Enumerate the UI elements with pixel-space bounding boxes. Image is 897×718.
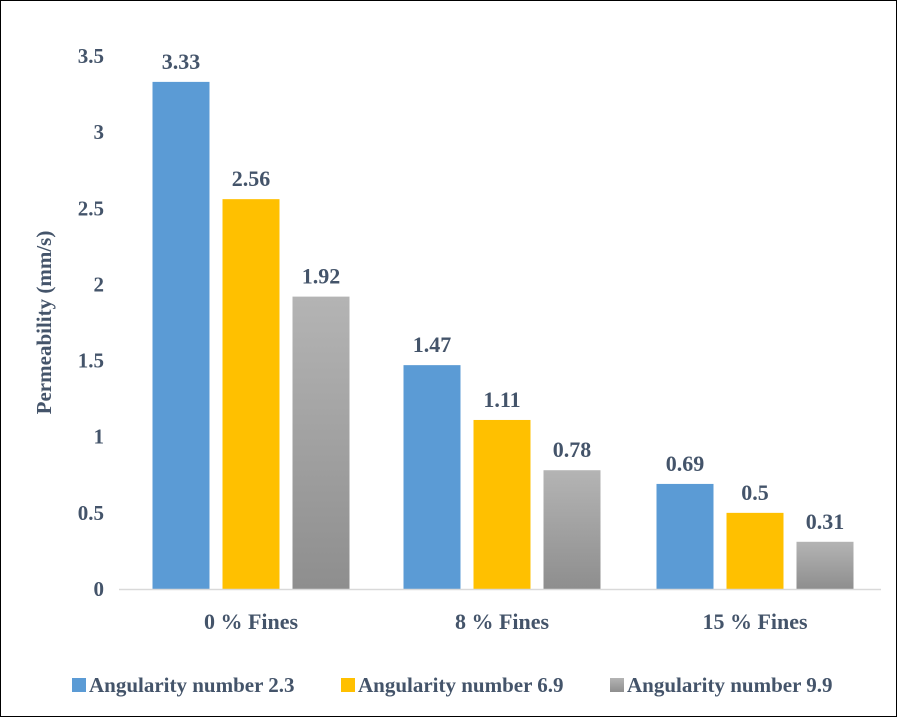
data-label-1-2: 1.47 xyxy=(413,332,452,357)
bar-1-3 xyxy=(656,483,714,589)
bar-1-2 xyxy=(403,365,461,589)
y-axis-title: Permeability (mm/s) xyxy=(32,231,56,415)
x-category-label: 0 % Fines xyxy=(204,609,299,634)
x-category-label: 8 % Fines xyxy=(455,609,550,634)
data-label-1-1: 3.33 xyxy=(162,49,201,74)
legend-item-2: Angularity number 6.9 xyxy=(341,673,564,697)
y-tick-label: 0 xyxy=(94,577,105,601)
data-label-3-2: 0.78 xyxy=(553,437,592,462)
data-label-2-2: 1.11 xyxy=(483,387,520,412)
data-label-2-1: 2.56 xyxy=(232,166,271,191)
bar-3-2 xyxy=(543,470,601,589)
bar-2-1 xyxy=(222,199,280,590)
legend-item-1: Angularity number 2.3 xyxy=(72,673,295,697)
bars-layer xyxy=(152,81,854,590)
y-tick-label: 0.5 xyxy=(78,501,104,525)
data-label-3-1: 1.92 xyxy=(302,264,341,289)
y-tick-label: 3.5 xyxy=(78,44,104,68)
bar-1-1 xyxy=(152,81,210,589)
y-tick-label: 1.5 xyxy=(78,349,104,373)
bar-3-1 xyxy=(292,296,350,589)
legend-swatch xyxy=(610,678,624,692)
legend-item-3: Angularity number 9.9 xyxy=(610,673,833,697)
y-tick-label: 2 xyxy=(94,272,105,296)
y-tick-label: 2.5 xyxy=(78,196,104,220)
y-tick-label: 1 xyxy=(94,425,105,449)
legend-label: Angularity number 6.9 xyxy=(358,673,564,697)
legend-swatch xyxy=(341,678,355,692)
x-category-label: 15 % Fines xyxy=(702,609,808,634)
bar-2-2 xyxy=(473,419,531,589)
y-tick-label: 3 xyxy=(94,120,105,144)
data-label-1-3: 0.69 xyxy=(666,451,705,476)
data-label-3-3: 0.31 xyxy=(806,509,845,534)
legend-label: Angularity number 9.9 xyxy=(627,673,833,697)
bar-2-3 xyxy=(726,512,784,589)
data-labels-layer: 3.33 1.47 0.69 2.56 1.11 0.5 1.92 0.78 0.31 xyxy=(162,49,845,534)
legend-label: Angularity number 2.3 xyxy=(89,673,295,697)
bar-3-3 xyxy=(796,541,854,589)
legend-swatch xyxy=(72,678,86,692)
legend: Angularity number 2.3 Angularity number 6… xyxy=(72,673,833,697)
data-label-2-3: 0.5 xyxy=(741,480,769,505)
axis-layer: 0 0.5 1 1.5 2 2.5 3 3.5 0 % Fines 8 % Fines 15 % F… xyxy=(78,44,881,634)
